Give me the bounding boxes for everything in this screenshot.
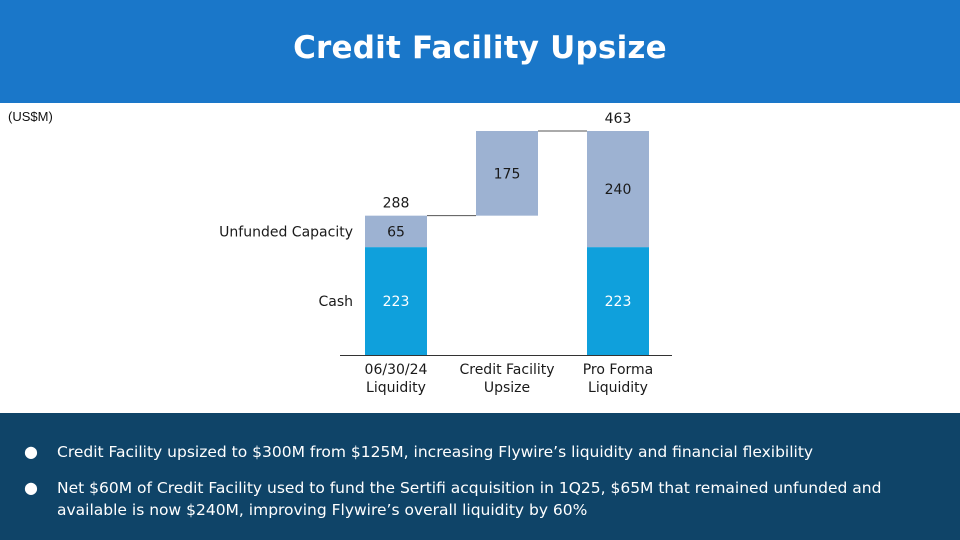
bar-unfunded-0 (365, 215, 427, 248)
category-label-1: Credit Facility (459, 362, 554, 378)
bullet-text: Credit Facility upsized to $300M from $1… (57, 443, 814, 461)
category-label-1: Upsize (484, 380, 530, 396)
bar-unfunded-2 (587, 131, 649, 248)
header-bar: Credit Facility Upsize (0, 0, 960, 103)
bar-unfunded-1 (476, 131, 538, 216)
data-label-cash-0: 223 (383, 294, 410, 310)
bar-cash-2 (587, 247, 649, 355)
bar-cash-0 (365, 247, 427, 355)
category-label-2: Liquidity (588, 380, 648, 396)
category-label-0: 06/30/24 (365, 362, 428, 378)
category-label-2: Pro Forma (583, 362, 654, 378)
bullet-text: Net $60M of Credit Facility used to fund… (57, 479, 882, 519)
bullet-item: ● Credit Facility upsized to $300M from … (22, 441, 952, 463)
unit-label: (US$M) (8, 109, 53, 124)
bullet-list: ● Credit Facility upsized to $300M from … (22, 441, 952, 535)
bullet-dot: ● (24, 478, 38, 497)
row-label-unfunded: Unfunded Capacity (219, 224, 353, 240)
total-label-0: 288 (383, 196, 410, 212)
waterfall-chart: 223 65 288 06/30/24 Liquidity 175 Credit Facil… (219, 111, 672, 396)
page-title: Credit Facility Upsize (293, 30, 667, 66)
total-label-2: 463 (605, 111, 632, 127)
bullet-item: ● Net $60M of Credit Facility used to fu… (22, 477, 952, 521)
data-label-unfunded-2: 240 (605, 182, 632, 198)
data-label-unfunded-0: 65 (387, 224, 405, 240)
footer-panel: ● Credit Facility upsized to $300M from … (0, 413, 960, 540)
data-label-cash-2: 223 (605, 294, 632, 310)
category-label-0: Liquidity (366, 380, 426, 396)
data-label-unfunded-1: 175 (494, 166, 521, 182)
row-label-cash: Cash (318, 294, 353, 310)
bullet-dot: ● (24, 442, 38, 461)
